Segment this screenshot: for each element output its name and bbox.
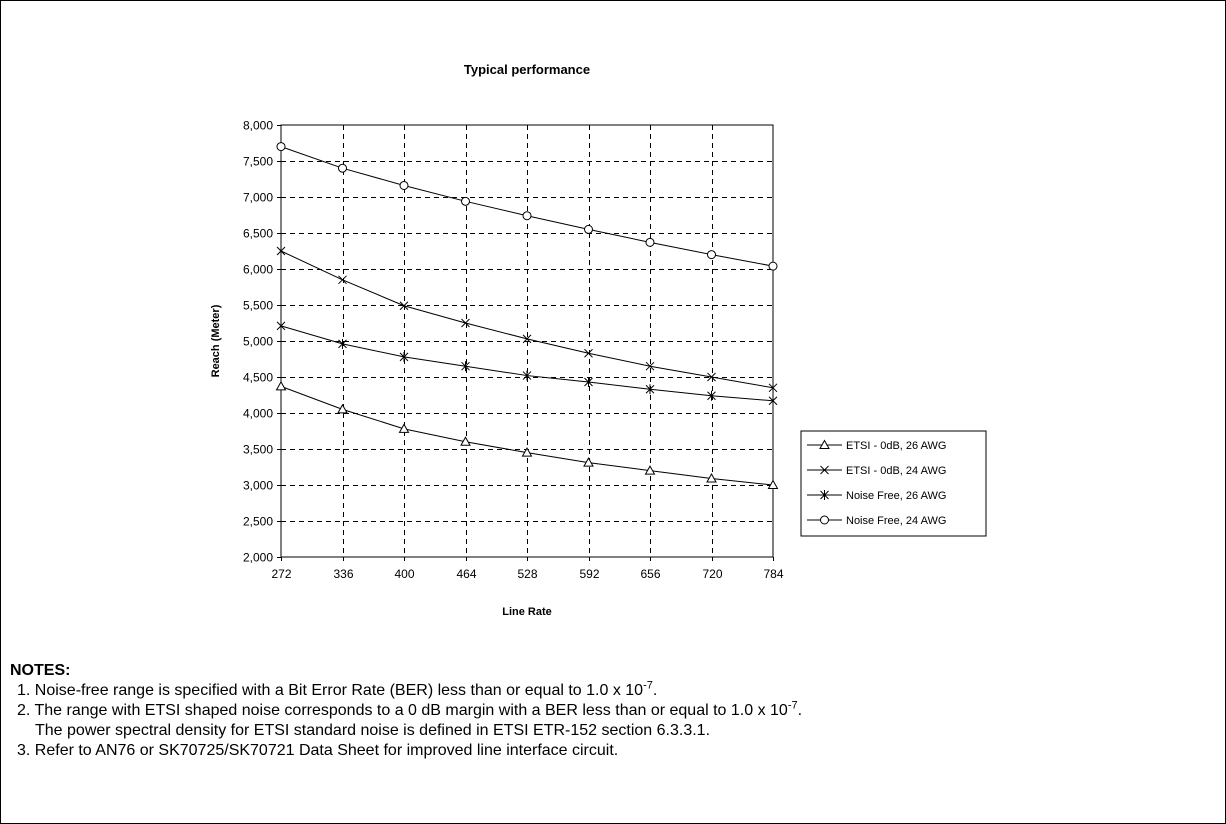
y-tick-label: 5,000 [243, 335, 273, 349]
star-marker [645, 384, 655, 395]
series-2 [276, 246, 778, 393]
grid [281, 125, 773, 557]
note-2-continuation: The power spectral density for ETSI stan… [35, 722, 711, 739]
x-axis: 272 336 400 464 528 592 656 720 784 [271, 557, 784, 581]
triangle-marker [644, 465, 656, 475]
y-tick-label: 5,500 [243, 299, 273, 313]
triangle-marker [275, 380, 287, 391]
triangle-marker [398, 423, 410, 433]
legend-item: ETSI - 0dB, 26 AWG [807, 439, 946, 452]
note-2: 2. The range with ETSI shaped noise corr… [17, 699, 803, 719]
star-marker [522, 370, 532, 381]
star-marker [584, 377, 593, 388]
star-marker [820, 490, 829, 500]
triangle-marker [460, 436, 471, 446]
series-1 [275, 380, 779, 489]
x-marker [707, 372, 716, 382]
circle-marker [338, 163, 347, 173]
circle-marker [584, 224, 593, 234]
star-marker [276, 320, 286, 331]
circle-marker [820, 515, 829, 525]
star-marker [707, 390, 716, 401]
legend-label: ETSI - 0dB, 24 AWG [846, 465, 946, 477]
y-tick-label: 7,000 [243, 191, 273, 205]
circle-marker [461, 196, 470, 206]
circle-marker [276, 142, 286, 152]
triangle-marker [767, 479, 779, 489]
circle-marker [707, 250, 716, 260]
x-tick-label: 272 [271, 567, 291, 581]
triangle-marker [706, 473, 717, 483]
x-tick-label: 464 [456, 567, 476, 581]
series-4 [276, 142, 778, 271]
series-3 [276, 320, 778, 406]
legend-box [800, 430, 987, 537]
x-marker [338, 275, 347, 285]
y-axis-label: Reach (Meter) [210, 304, 222, 377]
note-1: 1. Noise-free range is specified with a … [17, 679, 658, 699]
star-marker [338, 338, 347, 349]
circle-marker [768, 261, 778, 271]
x-marker [276, 246, 286, 256]
x-marker [645, 361, 655, 371]
legend-label: ETSI - 0dB, 26 AWG [846, 440, 946, 452]
circle-marker [399, 180, 409, 190]
triangle-marker [819, 439, 830, 449]
x-axis-label: Line Rate [502, 606, 552, 618]
y-axis: 2,000 2,500 3,000 3,500 4,000 4,500 5,000 5,500… [243, 119, 281, 565]
star-marker [399, 351, 409, 362]
y-tick-label: 2,500 [243, 515, 273, 529]
triangle-marker [521, 447, 533, 457]
y-tick-label: 3,500 [243, 443, 273, 457]
x-tick-label: 336 [333, 567, 353, 581]
y-tick-label: 4,000 [243, 407, 273, 421]
note-3: 3. Refer to AN76 or SK70725/SK70721 Data… [17, 742, 619, 759]
x-marker [461, 318, 470, 328]
y-tick-label: 3,000 [243, 479, 273, 493]
x-tick-label: 656 [640, 567, 660, 581]
triangle-marker [337, 403, 348, 414]
x-marker [820, 465, 829, 475]
x-tick-label: 400 [394, 567, 414, 581]
x-marker [584, 348, 593, 358]
legend-item: Noise Free, 26 AWG [807, 490, 946, 502]
y-tick-label: 2,000 [243, 551, 273, 565]
y-tick-label: 8,000 [243, 119, 273, 133]
star-marker [461, 361, 470, 372]
triangle-marker [583, 457, 594, 467]
circle-marker [522, 211, 532, 221]
x-tick-label: 784 [763, 567, 783, 581]
y-tick-label: 4,500 [243, 371, 273, 385]
y-tick-label: 7,500 [243, 155, 273, 169]
series [275, 142, 779, 489]
legend-label: Noise Free, 24 AWG [846, 515, 946, 527]
legend-item: Noise Free, 24 AWG [807, 515, 946, 527]
x-tick-label: 720 [702, 567, 722, 581]
legend-item: ETSI - 0dB, 24 AWG [807, 465, 946, 477]
chart-title: Typical performance [464, 62, 590, 77]
legend: ETSI - 0dB, 26 AWG ETSI - 0dB, 24 AWG Nois… [800, 430, 987, 537]
x-marker [522, 334, 532, 344]
notes-heading: NOTES: [10, 662, 71, 679]
y-tick-label: 6,000 [243, 263, 273, 277]
notes-section: NOTES: 1. Noise-free range is specified … [10, 661, 1210, 761]
x-tick-label: 592 [579, 567, 599, 581]
circle-marker [645, 237, 655, 247]
x-marker [399, 301, 409, 311]
x-marker [768, 383, 778, 393]
star-marker [768, 395, 778, 406]
x-tick-label: 528 [517, 567, 537, 581]
y-tick-label: 6,500 [243, 227, 273, 241]
chart: Typical performance 2,000 2,500 3,000 3,500… [210, 62, 987, 618]
legend-label: Noise Free, 26 AWG [846, 490, 946, 502]
